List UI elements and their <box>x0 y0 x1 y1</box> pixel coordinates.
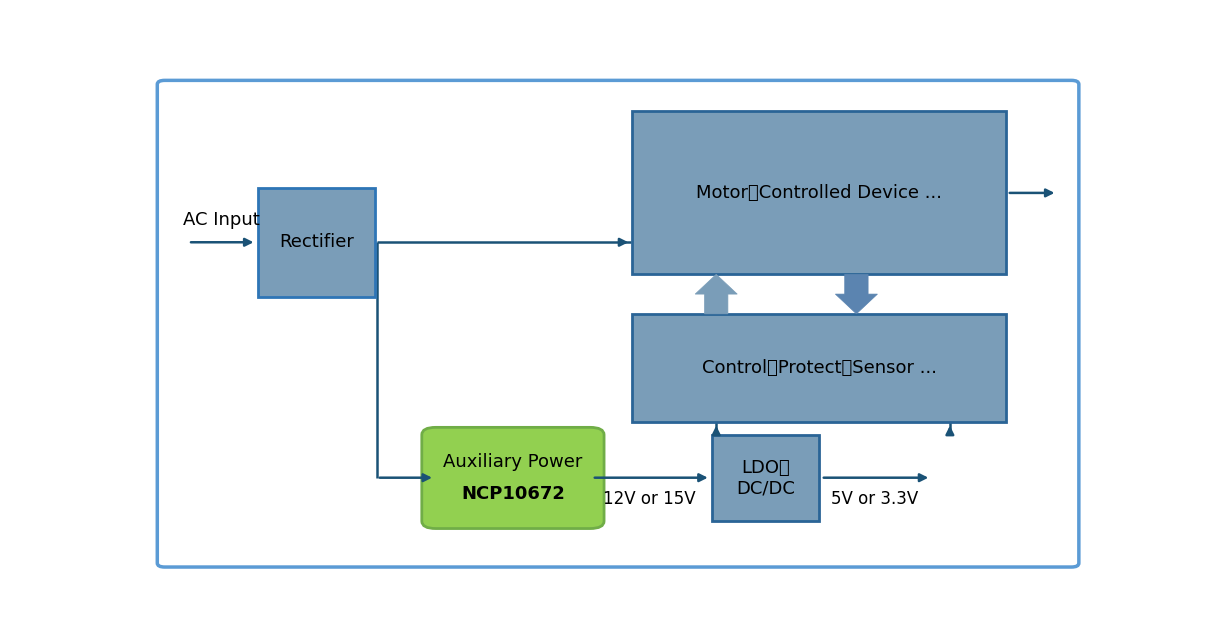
Text: Auxiliary Power: Auxiliary Power <box>444 453 582 471</box>
Polygon shape <box>836 274 878 314</box>
Text: 5V or 3.3V: 5V or 3.3V <box>831 490 919 508</box>
FancyBboxPatch shape <box>422 428 604 529</box>
Text: Rectifier: Rectifier <box>280 233 355 251</box>
Bar <box>632 314 1006 422</box>
Polygon shape <box>695 274 737 314</box>
Text: 12V or 15V: 12V or 15V <box>603 490 696 508</box>
Text: NCP10672: NCP10672 <box>461 485 564 503</box>
Bar <box>258 188 375 297</box>
Text: LDO，
DC/DC: LDO， DC/DC <box>736 458 795 497</box>
Text: AC Input: AC Input <box>183 211 260 229</box>
Bar <box>632 112 1006 274</box>
Bar <box>712 435 819 521</box>
Text: Control，Protect，Sensor ...: Control，Protect，Sensor ... <box>702 359 937 377</box>
Text: Motor，Controlled Device ...: Motor，Controlled Device ... <box>696 184 942 202</box>
